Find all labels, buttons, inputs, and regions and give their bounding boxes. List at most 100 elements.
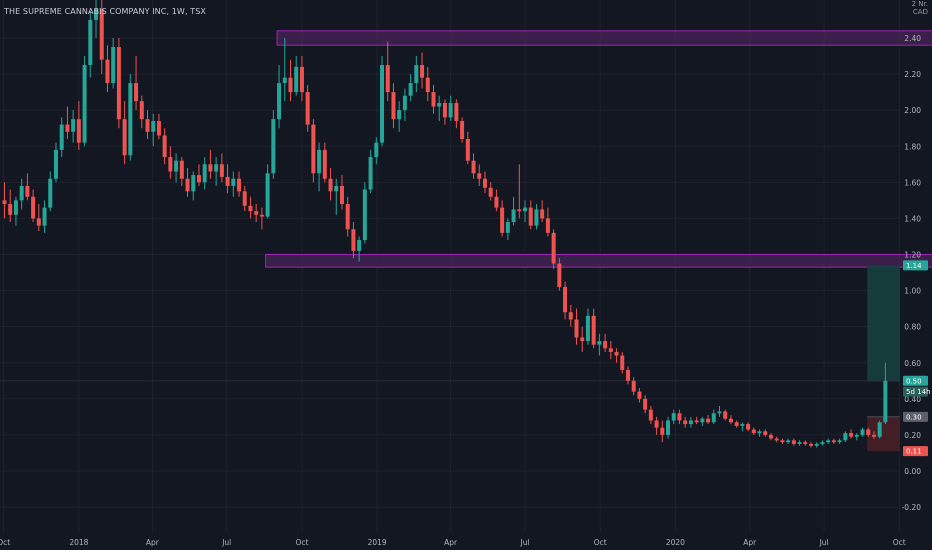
candle-body — [768, 434, 773, 439]
price-label-bg — [903, 446, 928, 457]
candle-body — [59, 124, 64, 150]
candle-body — [477, 173, 482, 179]
price-axis[interactable]: -0.20 0.00 0.20 0.40 0.60 0.80 1.00 1.20 1.40 1.6… — [902, 34, 922, 512]
time-axis[interactable]: Oct 2018 Apr Jul Oct 2019 Apr Jul Oct 2020 Apr Jul O… — [0, 538, 932, 547]
candle-body — [219, 164, 224, 177]
price-label-text: 5d 14h — [906, 388, 930, 396]
y-tick-label: 0.40 — [904, 395, 921, 404]
candle-body — [831, 440, 836, 443]
candle-body — [763, 431, 768, 435]
zone-rectangles[interactable] — [265, 30, 932, 268]
price-label-text: 1.14 — [906, 262, 922, 270]
candle-body — [214, 164, 219, 172]
candle-body — [568, 312, 573, 320]
candle-body — [608, 348, 613, 352]
candle-body — [448, 102, 453, 118]
candle-body — [757, 431, 762, 434]
candle-body — [259, 214, 264, 217]
candle-body — [402, 95, 407, 111]
candle-body — [505, 222, 510, 233]
candle-body — [425, 77, 430, 93]
y-tick-label: 1.80 — [904, 142, 921, 151]
candle-body — [282, 77, 287, 84]
candle-body — [134, 83, 139, 102]
candle-body — [866, 429, 871, 435]
candle-body — [540, 209, 545, 219]
x-tick-label: Jul — [819, 538, 829, 547]
candle-body — [19, 185, 24, 201]
candle-body — [105, 59, 110, 84]
candle-body — [620, 355, 625, 370]
x-tick-label: 2018 — [69, 538, 88, 547]
candle-body — [94, 9, 99, 20]
candle-body — [843, 433, 848, 441]
candle-body — [791, 440, 796, 444]
candle-body — [826, 440, 831, 443]
zone-rect[interactable] — [265, 254, 932, 268]
candle-body — [265, 173, 270, 217]
candle-body — [380, 65, 385, 143]
candle-body — [534, 209, 539, 226]
candle-body — [517, 209, 522, 212]
y-tick-label: 0.00 — [904, 467, 921, 476]
y-tick-label: 0.80 — [904, 323, 921, 332]
candle-body — [442, 102, 447, 118]
candle-body — [631, 380, 636, 392]
y-tick-label: 2.20 — [904, 70, 921, 79]
candle-body — [591, 315, 596, 345]
candle-body — [820, 442, 825, 444]
candle-body — [500, 207, 505, 233]
candle-body — [780, 440, 785, 443]
price-labels: 1.14 0.50 5d 14h 0.30 0.11 — [903, 260, 930, 457]
target-zone — [867, 265, 900, 381]
candle-body — [603, 341, 608, 349]
candle-body — [728, 418, 733, 423]
candle-body — [305, 92, 310, 125]
price-label-bg — [903, 375, 928, 386]
candle-body — [237, 178, 242, 192]
y-tick-label: 1.20 — [904, 251, 921, 260]
candle-body — [454, 102, 459, 121]
candle-body — [156, 120, 161, 136]
y-tick-label: 0.20 — [904, 431, 921, 440]
candle-body — [523, 207, 528, 212]
candle-body — [471, 160, 476, 174]
candle-body — [151, 120, 156, 132]
y-tick-label: 2.00 — [904, 106, 921, 115]
candle-body — [666, 420, 671, 435]
x-tick-label: Oct — [594, 538, 607, 547]
candle-body — [162, 135, 167, 158]
candle-body — [614, 351, 619, 356]
candle-body — [174, 160, 179, 172]
candle-body — [660, 427, 665, 435]
candle-body — [654, 420, 659, 428]
price-label-text: 0.30 — [906, 413, 922, 421]
currency-label: 2 Nr. CAD — [912, 0, 928, 16]
zone-rect[interactable] — [276, 30, 932, 46]
candle-body — [368, 157, 373, 190]
candle-body — [311, 124, 316, 174]
candle-body — [334, 185, 339, 192]
candle-body — [357, 240, 362, 251]
candle-body — [482, 178, 487, 188]
price-label-bg — [903, 386, 928, 397]
candle-body — [277, 83, 282, 120]
price-label-bg — [903, 411, 928, 422]
candle-body — [202, 164, 207, 183]
x-tick-label: Oct — [0, 538, 10, 547]
candle-body — [511, 209, 516, 223]
price-label-text: 0.11 — [906, 448, 922, 456]
candle-body — [837, 440, 842, 443]
candle-body — [688, 420, 693, 425]
candle-body — [76, 119, 81, 143]
candle-body — [854, 434, 859, 437]
candle-body — [71, 119, 76, 132]
candle-body — [48, 178, 53, 208]
y-tick-label: 1.60 — [904, 178, 921, 187]
candle-body — [683, 420, 688, 425]
x-tick-label: Apr — [743, 538, 757, 547]
candle-body — [225, 176, 230, 186]
candle-body — [706, 418, 711, 423]
candle-body — [179, 160, 184, 179]
